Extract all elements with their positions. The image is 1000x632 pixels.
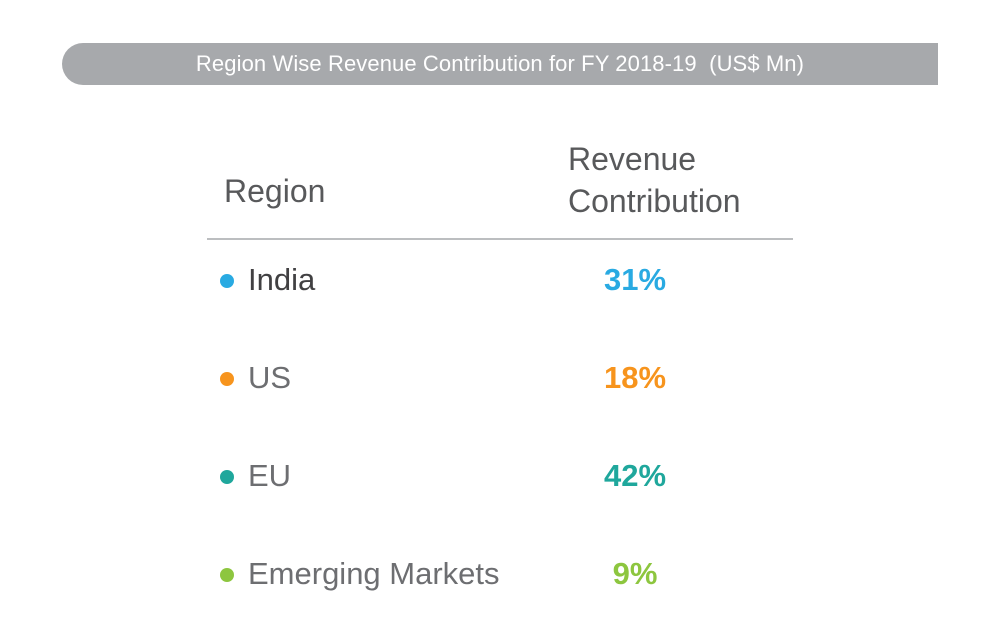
column-header-revenue-contribution: Revenue Contribution: [568, 141, 741, 219]
revenue-value: 9%: [612, 556, 658, 591]
header-divider: [207, 238, 793, 240]
region-label: India: [248, 262, 316, 297]
revenue-value: 18%: [603, 360, 667, 395]
legend-dot-icon: [220, 372, 234, 386]
table-row: EU 42%: [0, 456, 1000, 496]
table-row: US 18%: [0, 358, 1000, 398]
chart-title-banner: Region Wise Revenue Contribution for FY …: [62, 43, 938, 85]
region-label: EU: [248, 458, 292, 493]
region-label: Emerging Markets: [248, 556, 500, 591]
revenue-value: 31%: [603, 262, 667, 297]
table-row: Emerging Markets 9%: [0, 554, 1000, 594]
legend-dot-icon: [220, 470, 234, 484]
region-label: US: [248, 360, 292, 395]
table-row: India 31%: [0, 260, 1000, 300]
legend-dot-icon: [220, 568, 234, 582]
revenue-value: 42%: [603, 458, 667, 493]
legend-dot-icon: [220, 274, 234, 288]
column-header-region: Region: [224, 173, 326, 209]
